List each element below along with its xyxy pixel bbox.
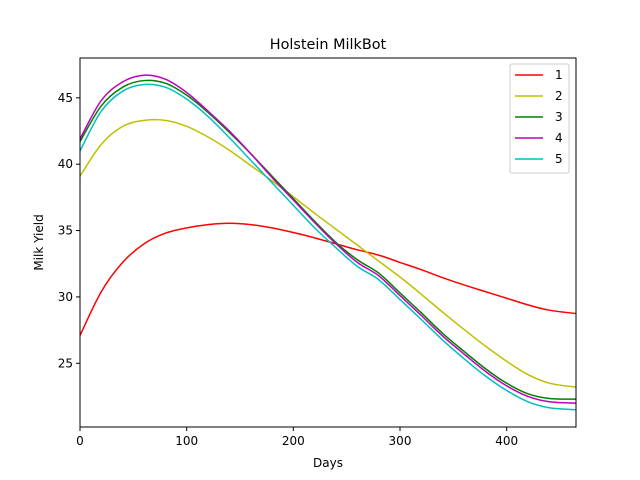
legend-label-4: 4 (555, 131, 563, 145)
legend-box (509, 63, 570, 174)
legend-label-1: 1 (555, 68, 563, 82)
plot-frame (79, 57, 577, 428)
legend-label-3: 3 (555, 110, 563, 124)
x-tick-label: 0 (76, 434, 84, 448)
series-line-2 (80, 118, 576, 388)
y-tick-label: 35 (58, 224, 73, 238)
legend-label-5: 5 (555, 152, 563, 166)
series-line-1 (80, 222, 576, 336)
legend-label-2: 2 (555, 89, 563, 103)
x-tick-label: 100 (175, 434, 198, 448)
x-axis-label: Days (313, 456, 343, 470)
series-line-3 (80, 79, 576, 400)
y-axis-label: Milk Yield (32, 214, 46, 270)
y-tick-label: 30 (58, 290, 73, 304)
x-tick-label: 200 (282, 434, 305, 448)
y-axis-ticks: 25 30 35 40 45 (58, 91, 80, 370)
x-tick-label: 400 (495, 434, 518, 448)
series-lines (80, 74, 576, 411)
y-tick-label: 45 (58, 91, 73, 105)
y-tick-label: 40 (58, 157, 73, 171)
chart-title: Holstein MilkBot (270, 37, 387, 53)
series-line-5 (80, 83, 576, 411)
legend: 1 2 3 4 5 (509, 63, 570, 174)
y-tick-label: 25 (58, 356, 73, 370)
x-axis-ticks: 0 100 200 300 400 (76, 427, 518, 448)
x-tick-label: 300 (389, 434, 412, 448)
series-line-4 (80, 74, 576, 404)
plot-area (80, 58, 576, 427)
